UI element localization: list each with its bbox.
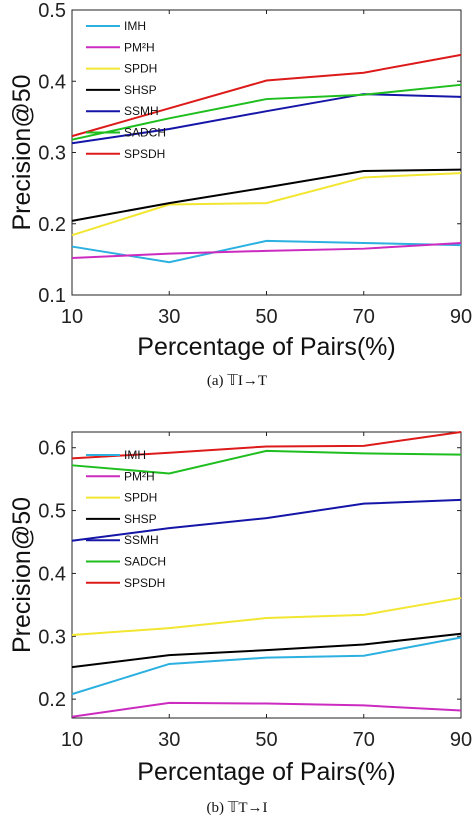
figure-caption: (b) 𝕋T→I — [206, 800, 267, 816]
legend-label: SSMH — [124, 104, 159, 118]
legend-label: SSMH — [124, 533, 159, 547]
x-tick-label: 50 — [255, 306, 277, 328]
y-tick-label: 0.1 — [38, 285, 66, 307]
legend-label: SHSP — [124, 83, 157, 97]
y-tick-label: 0.5 — [38, 501, 66, 523]
y-tick-label: 0.4 — [38, 71, 66, 93]
series-line-spsdh — [71, 53, 462, 138]
series-line-spsdh — [71, 431, 462, 460]
x-tick-label: 10 — [61, 306, 83, 328]
series-line-pmh — [71, 701, 462, 718]
y-tick-label: 0.2 — [38, 214, 66, 236]
x-tick-label: 90 — [450, 306, 472, 328]
legend-label: SHSP — [124, 512, 157, 526]
figure-caption: (a) 𝕋I→T — [207, 373, 267, 389]
legend-label: PM²H — [124, 40, 155, 54]
series-line-shsp — [71, 632, 462, 669]
series-line-ssmh — [71, 498, 462, 542]
legend-label: IMH — [124, 448, 146, 462]
legend-label: PM²H — [124, 469, 155, 483]
series-line-ssmh — [71, 93, 462, 145]
x-axis-label: Percentage of Pairs(%) — [137, 333, 395, 361]
series-line-shsp — [71, 168, 462, 222]
legend-label: SADCH — [124, 126, 166, 140]
x-tick-label: 70 — [353, 729, 375, 751]
x-tick-label: 30 — [158, 729, 180, 751]
y-tick-label: 0.2 — [38, 689, 66, 711]
y-tick-label: 0.3 — [38, 626, 66, 648]
series-line-spdh — [71, 596, 462, 637]
y-tick-label: 0.4 — [38, 563, 66, 585]
series-line-sadch — [71, 449, 462, 475]
y-tick-label: 0.3 — [38, 143, 66, 165]
series-line-spdh — [71, 172, 462, 237]
legend-label: IMH — [124, 19, 146, 33]
legend-label: SPDH — [124, 491, 157, 505]
legend-label: SPSDH — [124, 147, 165, 161]
series-line-sadch — [71, 83, 462, 141]
chart-panel-a: 0.1 0.2 0.3 0.4 0.5 10 30 50 70 90 IMH PM²H SPDH SHSP… — [8, 0, 472, 389]
x-axis-label: Percentage of Pairs(%) — [137, 758, 395, 786]
x-tick-label: 90 — [450, 729, 472, 751]
y-axis-label: Precision@50 — [8, 74, 36, 230]
legend-label: SPSDH — [124, 576, 165, 590]
series-line-imh — [71, 239, 462, 264]
series-line-pmh — [71, 241, 462, 259]
legend-label: SPDH — [124, 62, 157, 76]
y-tick-label: 0.6 — [38, 438, 66, 460]
series-line-imh — [71, 636, 462, 696]
x-tick-label: 50 — [255, 729, 277, 751]
y-axis-label: Precision@50 — [8, 497, 36, 653]
y-tick-label: 0.5 — [38, 0, 66, 22]
x-tick-label: 30 — [158, 306, 180, 328]
legend-label: SADCH — [124, 555, 166, 569]
chart-panel-b: 0.2 0.3 0.4 0.5 0.6 10 30 50 70 90 IMH PM²H SPDH SHSP… — [8, 431, 472, 816]
x-tick-label: 70 — [353, 306, 375, 328]
x-tick-label: 10 — [61, 729, 83, 751]
